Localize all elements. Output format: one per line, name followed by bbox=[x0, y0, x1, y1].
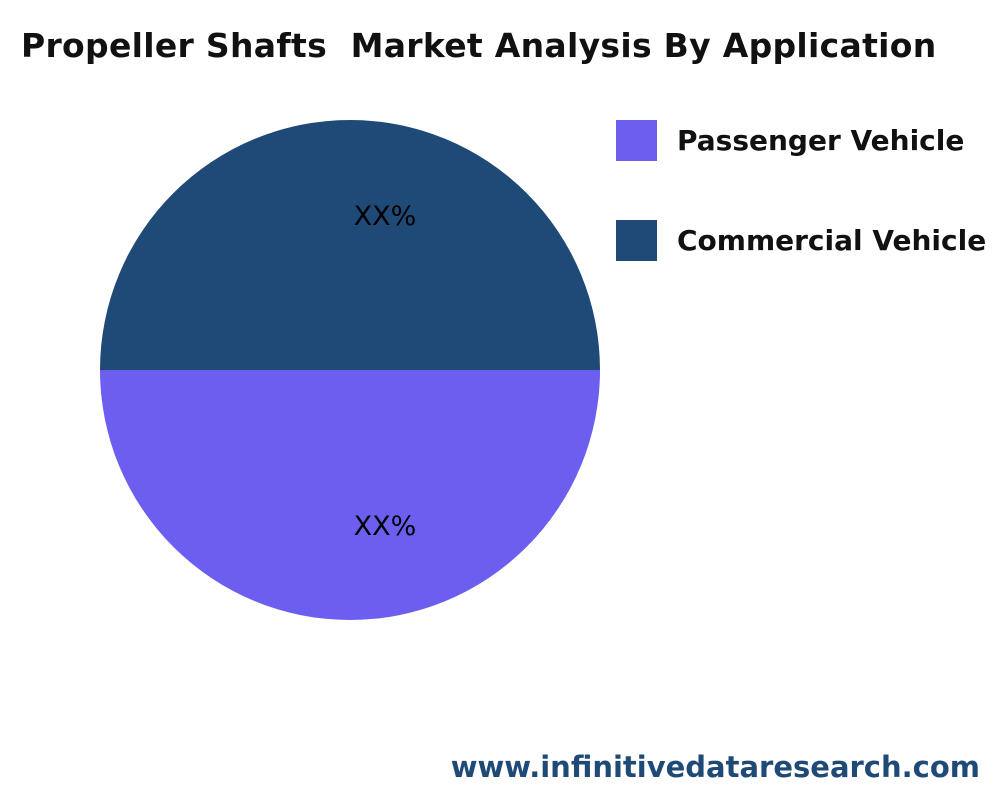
data-label: XX% bbox=[354, 201, 417, 232]
data-label: XX% bbox=[354, 511, 417, 542]
chart-title: Propeller Shafts Market Analysis By Appl… bbox=[21, 26, 937, 65]
pie-slice-passenger-vehicle bbox=[100, 370, 600, 620]
legend-item-passenger-vehicle: Passenger Vehicle bbox=[616, 120, 964, 161]
legend-label: Commercial Vehicle bbox=[677, 224, 987, 257]
website-link[interactable]: www.infinitivedataresearch.com bbox=[450, 750, 980, 784]
legend-label: Passenger Vehicle bbox=[677, 124, 965, 157]
legend-swatch bbox=[616, 220, 657, 261]
pie-slice-commercial-vehicle bbox=[100, 120, 600, 370]
legend-item-commercial-vehicle: Commercial Vehicle bbox=[616, 220, 986, 261]
legend-swatch bbox=[616, 120, 657, 161]
